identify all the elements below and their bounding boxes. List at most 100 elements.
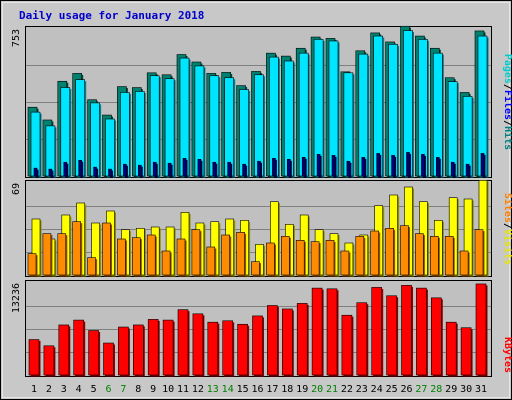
legend-visits: Visits xyxy=(502,229,512,265)
bar-sites-day-24 xyxy=(370,230,381,277)
chart-title: Daily usage for January 2018 xyxy=(19,9,204,22)
x-tick-label: 11 xyxy=(177,384,189,395)
y-max-label-visits: 69 xyxy=(11,183,22,195)
bar-sites-day-10 xyxy=(161,250,172,277)
bar-pages-day-21 xyxy=(331,155,337,178)
bar-sites-day-23 xyxy=(355,236,366,277)
bar-pages-day-1 xyxy=(33,167,39,178)
x-tick-label: 16 xyxy=(251,384,263,395)
bar-pages-day-4 xyxy=(78,159,84,178)
bar-kbytes-day-23 xyxy=(356,302,369,377)
x-tick-label: 14 xyxy=(222,384,234,395)
bar-pages-day-3 xyxy=(63,161,69,178)
bar-kbytes-day-27 xyxy=(416,287,428,377)
bar-pages-day-5 xyxy=(93,166,99,178)
bar-pages-day-19 xyxy=(301,157,307,178)
bar-kbytes-day-3 xyxy=(58,324,71,377)
x-tick-label: 27 xyxy=(415,384,427,395)
x-tick-label: 25 xyxy=(386,384,398,395)
x-tick-label: 30 xyxy=(460,384,472,395)
bar-pages-day-12 xyxy=(197,158,203,178)
bar-sites-day-31 xyxy=(474,229,485,277)
x-tick-label: 24 xyxy=(371,384,383,395)
bar-pages-day-14 xyxy=(227,161,233,178)
bar-pages-day-25 xyxy=(391,155,397,178)
bar-sites-day-5 xyxy=(87,257,98,277)
bar-sites-day-3 xyxy=(57,233,68,277)
x-tick-label: 29 xyxy=(445,384,457,395)
legend-files: Files xyxy=(502,90,512,120)
x-tick-label: 28 xyxy=(430,384,442,395)
bar-pages-day-20 xyxy=(316,154,322,178)
bar-kbytes-day-10 xyxy=(162,319,175,377)
bar-sites-day-22 xyxy=(340,250,351,277)
bar-kbytes-day-19 xyxy=(296,303,309,377)
bar-kbytes-day-13 xyxy=(207,321,220,377)
bar-kbytes-day-31 xyxy=(475,283,488,377)
legend-hits: Hits xyxy=(502,126,512,150)
x-tick-label: 19 xyxy=(296,384,308,395)
bar-pages-day-9 xyxy=(152,161,158,178)
x-tick-label: 17 xyxy=(266,384,278,395)
bar-sites-day-9 xyxy=(146,234,157,277)
bar-sites-day-7 xyxy=(117,238,127,277)
bar-pages-day-29 xyxy=(450,161,456,178)
bar-files-day-10 xyxy=(164,78,176,178)
x-tick-label: 23 xyxy=(356,384,368,395)
bar-pages-day-30 xyxy=(465,163,471,178)
bar-kbytes-day-17 xyxy=(267,305,279,377)
x-tick-label: 22 xyxy=(341,384,353,395)
bar-kbytes-day-14 xyxy=(222,320,235,377)
bar-pages-day-18 xyxy=(286,158,292,178)
bar-sites-day-27 xyxy=(415,233,425,277)
bar-pages-day-11 xyxy=(182,158,188,178)
bar-kbytes-day-5 xyxy=(88,330,101,377)
bar-sites-day-28 xyxy=(429,236,440,277)
bar-kbytes-day-20 xyxy=(311,287,324,377)
bar-kbytes-day-15 xyxy=(237,323,250,377)
bar-kbytes-day-21 xyxy=(326,288,339,377)
legend-hits-panel: Pages/Files/Hits xyxy=(502,54,512,150)
bar-kbytes-day-9 xyxy=(147,319,160,377)
bar-sites-day-2 xyxy=(42,233,53,277)
bar-kbytes-day-30 xyxy=(460,327,473,377)
bar-kbytes-day-24 xyxy=(371,287,384,377)
bar-sites-day-25 xyxy=(385,228,396,277)
bar-sites-day-19 xyxy=(295,240,306,277)
bar-sites-day-21 xyxy=(325,240,336,277)
bar-pages-day-13 xyxy=(212,161,218,178)
bar-pages-day-24 xyxy=(376,153,382,178)
bar-sites-day-26 xyxy=(400,225,410,277)
bar-kbytes-day-2 xyxy=(43,345,56,377)
x-tick-label: 26 xyxy=(400,384,412,395)
bar-pages-day-31 xyxy=(480,153,486,178)
x-tick-label: 6 xyxy=(105,384,111,395)
bar-sites-day-18 xyxy=(280,236,291,277)
bar-pages-day-23 xyxy=(361,157,367,178)
bar-pages-day-15 xyxy=(242,163,248,178)
x-tick-label: 31 xyxy=(475,384,487,395)
bar-sites-day-15 xyxy=(236,232,247,277)
bar-files-day-8 xyxy=(135,91,146,178)
bar-pages-day-27 xyxy=(421,154,426,178)
bar-sites-day-16 xyxy=(251,261,261,277)
bar-pages-day-22 xyxy=(346,160,352,178)
y-max-label-hits: 753 xyxy=(11,29,22,47)
x-tick-label: 9 xyxy=(150,384,156,395)
x-tick-labels: 1 2 3 4 5 6 7 8 9 10 11 12 13 14 15 16 17 18 19 20 21 22 23 24 2… xyxy=(31,384,487,395)
x-tick-label: 5 xyxy=(91,384,97,395)
bar-kbytes-day-22 xyxy=(341,314,354,377)
bar-kbytes-day-7 xyxy=(118,326,130,377)
bar-kbytes-day-11 xyxy=(177,309,190,377)
x-tick-label: 10 xyxy=(162,384,174,395)
bar-sites-day-17 xyxy=(266,242,276,277)
legend-visits-panel: Sites/Visits xyxy=(502,193,512,265)
x-tick-label: 3 xyxy=(61,384,67,395)
bars xyxy=(27,25,489,377)
x-tick-label: 18 xyxy=(281,384,293,395)
bar-kbytes-day-6 xyxy=(103,342,115,377)
bar-pages-day-2 xyxy=(48,168,54,178)
bar-sites-day-12 xyxy=(191,229,202,277)
x-tick-label: 15 xyxy=(237,384,249,395)
